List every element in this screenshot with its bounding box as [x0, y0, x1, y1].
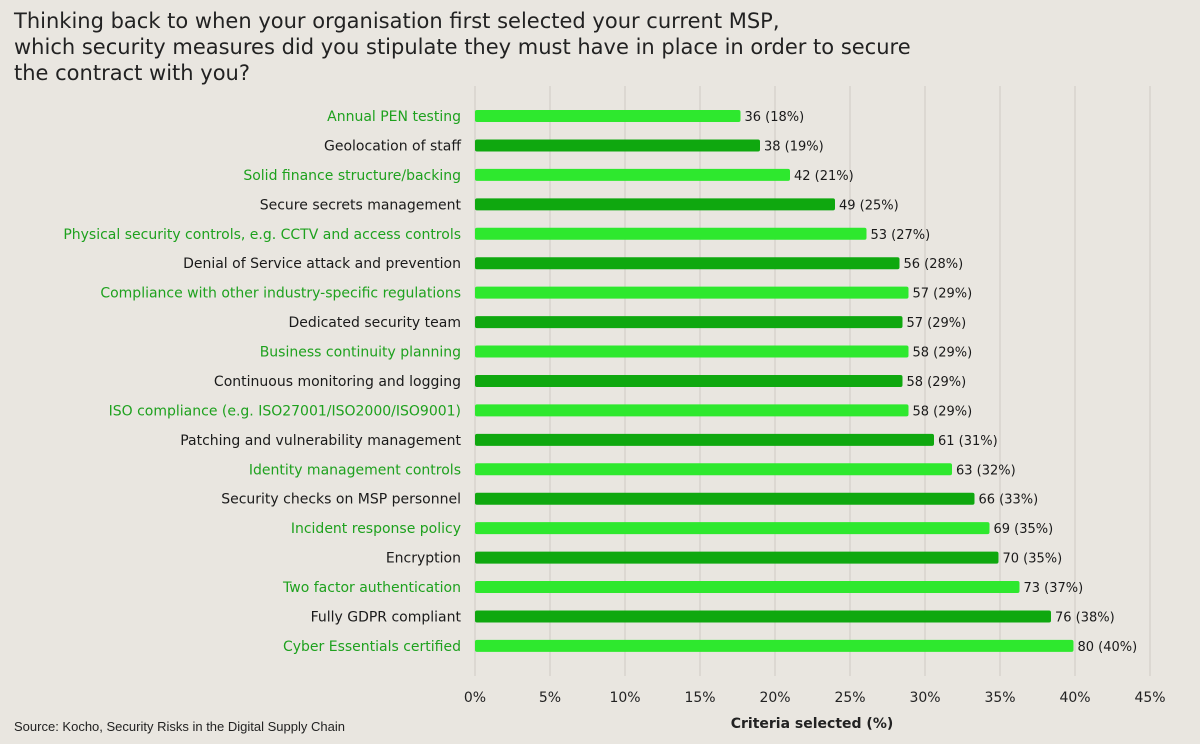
data-label: 61 (31%) [938, 434, 998, 449]
category-label: Business continuity planning [260, 345, 461, 361]
x-tick-label: 15% [684, 690, 715, 706]
x-axis-label: Criteria selected (%) [730, 716, 894, 732]
category-label: Fully GDPR compliant [311, 609, 462, 625]
data-label: 49 (25%) [839, 198, 899, 213]
data-label: 58 (29%) [913, 346, 973, 361]
bar [475, 463, 952, 476]
category-label: Two factor authentication [282, 580, 461, 596]
chart-title: Thinking back to when your organisation … [14, 9, 911, 85]
category-label: Incident response policy [291, 521, 461, 537]
bar [475, 168, 790, 181]
bar [475, 316, 903, 329]
bar [475, 492, 975, 505]
category-label: Denial of Service attack and prevention [183, 256, 461, 272]
category-label: Security checks on MSP personnel [221, 492, 461, 508]
bar [475, 404, 909, 417]
category-label: Geolocation of staff [324, 138, 461, 154]
category-label: Patching and vulnerability management [180, 433, 461, 449]
bar [475, 581, 1020, 594]
x-tick-label: 5% [539, 690, 561, 706]
x-tick-label: 10% [609, 690, 640, 706]
category-label: Encryption [386, 551, 461, 567]
data-label: 66 (33%) [979, 493, 1039, 508]
category-label: Dedicated security team [288, 315, 461, 331]
data-label: 56 (28%) [904, 257, 964, 272]
x-tick-label: 25% [834, 690, 865, 706]
bar [475, 522, 990, 535]
category-label: Identity management controls [249, 462, 461, 478]
category-label: Solid finance structure/backing [243, 168, 461, 184]
bar [475, 551, 999, 564]
data-label: 38 (19%) [764, 139, 824, 154]
category-label: Secure secrets management [260, 197, 462, 213]
data-label: 70 (35%) [1003, 552, 1063, 567]
category-label: Cyber Essentials certified [283, 639, 461, 655]
source-note: Source: Kocho, Security Risks in the Dig… [14, 719, 345, 734]
data-label: 58 (29%) [907, 375, 967, 390]
data-label: 36 (18%) [745, 110, 805, 125]
data-label: 58 (29%) [913, 404, 973, 419]
data-label: 53 (27%) [871, 228, 931, 243]
bar [475, 198, 835, 211]
bar [475, 374, 903, 387]
category-label: Annual PEN testing [327, 109, 461, 125]
bar [475, 433, 934, 446]
category-label: ISO compliance (e.g. ISO27001/ISO2000/IS… [109, 403, 461, 419]
data-label: 57 (29%) [907, 316, 967, 331]
category-label: Physical security controls, e.g. CCTV an… [63, 227, 461, 243]
data-label: 57 (29%) [913, 287, 973, 302]
data-label: 69 (35%) [994, 522, 1054, 537]
data-label: 73 (37%) [1024, 581, 1084, 596]
bar [475, 345, 909, 358]
x-tick-label: 20% [759, 690, 790, 706]
x-tick-label: 35% [984, 690, 1015, 706]
bar [475, 610, 1051, 623]
x-tick-label: 0% [464, 690, 486, 706]
bar [475, 227, 867, 240]
bar [475, 639, 1074, 652]
data-label: 76 (38%) [1055, 610, 1115, 625]
data-label: 42 (21%) [794, 169, 854, 184]
category-label: Continuous monitoring and logging [214, 374, 461, 390]
bar [475, 139, 760, 152]
data-label: 80 (40%) [1078, 640, 1138, 655]
bar [475, 286, 909, 299]
bar [475, 110, 741, 122]
x-tick-label: 40% [1059, 690, 1090, 706]
data-label: 63 (32%) [956, 463, 1016, 478]
x-tick-label: 45% [1134, 690, 1165, 706]
x-tick-label: 30% [909, 690, 940, 706]
bar [475, 257, 900, 270]
category-label: Compliance with other industry-specific … [100, 286, 461, 302]
